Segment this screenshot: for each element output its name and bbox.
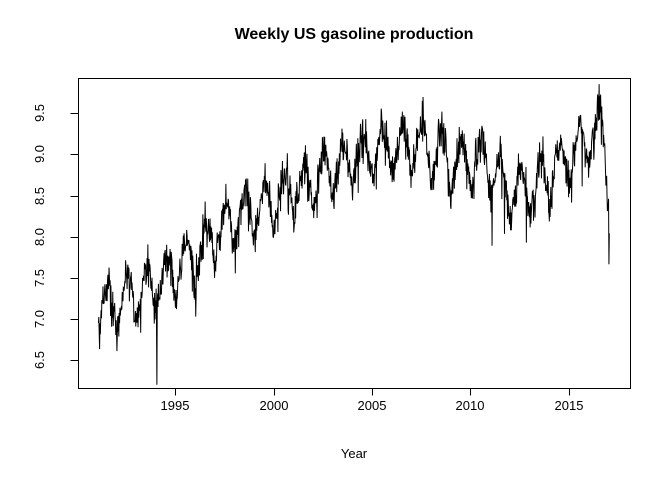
y-tick-label: 8.5 [32, 186, 47, 206]
y-tick-label: 6.5 [32, 350, 47, 370]
x-tick-label: 2015 [554, 398, 584, 413]
y-tick-label: 8.0 [32, 227, 47, 247]
chart-title: Weekly US gasoline production [234, 26, 474, 43]
y-tick-label: 9.5 [32, 103, 47, 123]
y-tick-label: 7.0 [32, 309, 47, 329]
y-tick-label: 9.0 [32, 144, 47, 164]
plot-box [78, 78, 631, 389]
x-tick-label: 2005 [357, 398, 387, 413]
x-tick-label: 2000 [259, 398, 289, 413]
x-axis-label: Year [340, 446, 368, 461]
y-tick-label: 7.5 [32, 268, 47, 288]
gasoline-series-line [97, 84, 610, 385]
x-tick-label: 1995 [160, 398, 190, 413]
x-tick-label: 2010 [455, 398, 485, 413]
